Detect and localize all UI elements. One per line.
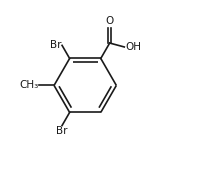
Text: Br: Br — [50, 40, 61, 50]
Text: CH₃: CH₃ — [19, 80, 38, 90]
Text: O: O — [105, 17, 114, 27]
Text: Br: Br — [56, 126, 68, 136]
Text: OH: OH — [125, 42, 141, 52]
